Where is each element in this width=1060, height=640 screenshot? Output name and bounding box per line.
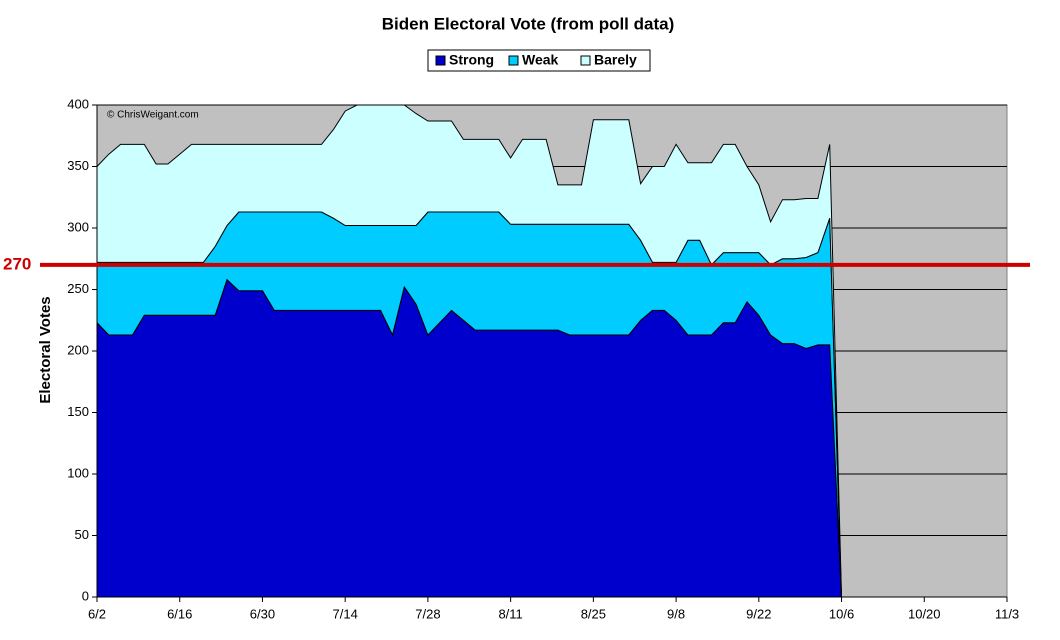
legend-label: Weak [522, 52, 559, 68]
area [96, 104, 842, 598]
y-tick-label: 350 [67, 158, 89, 173]
y-tick-label: 150 [67, 404, 89, 419]
x-tick-label: 10/20 [908, 606, 941, 621]
legend-label: Barely [594, 52, 637, 68]
area [96, 278, 843, 598]
x-tick-label: 8/25 [581, 606, 606, 621]
y-tick-label: 100 [67, 465, 89, 480]
chart-title: Biden Electoral Vote (from poll data) [382, 14, 675, 33]
x-tick-label: 6/2 [88, 606, 106, 621]
y-tick-label: 400 [67, 96, 89, 111]
y-tick-label: 200 [67, 342, 89, 357]
y-axis-title: Electoral Votes [37, 296, 54, 403]
legend-swatch [580, 55, 591, 66]
x-tick-label: 7/28 [415, 606, 440, 621]
y-tick-label: 0 [82, 588, 89, 603]
x-tick-label: 9/22 [746, 606, 771, 621]
y-tick-label: 300 [67, 219, 89, 234]
x-tick-label: 11/3 [995, 606, 1019, 621]
x-tick-label: 8/11 [498, 606, 522, 621]
legend-box [427, 49, 651, 72]
x-tick-label: 9/8 [667, 606, 685, 621]
legend-swatch [435, 55, 446, 66]
reference-label: 270 [3, 254, 31, 273]
legend-label: Strong [449, 52, 494, 68]
annotation: © ChrisWeigant.com [107, 110, 199, 121]
x-tick-label: 7/14 [333, 606, 358, 621]
legend-swatch [508, 55, 519, 66]
x-tick-label: 6/30 [250, 606, 275, 621]
y-tick-label: 250 [67, 281, 89, 296]
x-tick-label: 10/6 [829, 606, 854, 621]
y-tick-label: 50 [75, 527, 89, 542]
x-tick-label: 6/16 [167, 606, 192, 621]
